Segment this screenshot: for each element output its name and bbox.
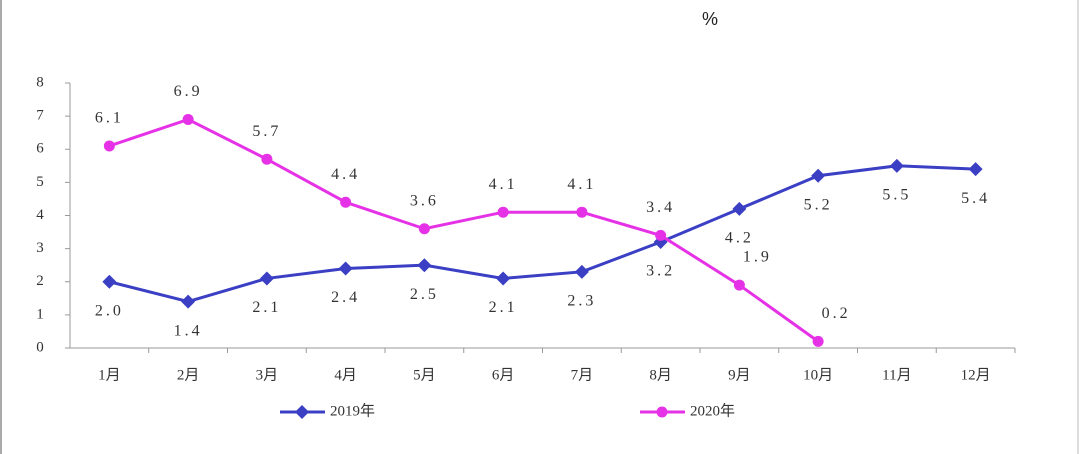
legend-label: 2019年 [330,402,375,419]
point [181,294,196,309]
point [733,279,745,291]
y-tick-label: 1 [36,306,44,322]
data-label: 5.7 [252,123,281,140]
data-label: 1.9 [743,249,772,266]
point [732,201,747,216]
y-tick-label: 3 [36,240,44,256]
data-label: 3.4 [646,199,675,216]
point [103,140,115,152]
point [417,258,432,273]
x-tick-label: 1月 [98,367,121,383]
data-label: 3.2 [646,263,675,280]
point [497,206,509,218]
x-tick-label: 8月 [649,367,672,383]
x-tick-label: 6月 [492,367,515,383]
data-label: 4.2 [725,230,754,247]
y-tick-label: 4 [36,207,44,223]
x-tick-label: 7月 [571,367,594,383]
data-label: 4.1 [567,176,596,193]
point [102,274,117,289]
data-label: 2.3 [567,292,596,309]
data-label: 4.1 [489,176,518,193]
y-tick-label: 6 [36,141,44,157]
point [576,206,588,218]
data-label: 2.1 [489,299,518,316]
x-tick-label: 2月 [177,367,200,383]
point [340,196,352,208]
point [261,153,273,165]
x-tick-label: 5月 [413,367,436,383]
point [338,261,353,276]
data-label: 5.2 [804,196,833,213]
legend-label: 2020年 [690,402,735,419]
point [496,271,511,286]
data-label: 5.4 [961,190,990,207]
y-tick-label: 2 [36,273,44,289]
x-tick-label: 9月 [728,367,751,383]
y-tick-label: 7 [36,108,44,124]
point [182,113,194,125]
data-label: 2.4 [331,289,360,306]
data-label: 2.0 [95,302,124,319]
unit-label: % [702,9,718,29]
series-line [108,117,819,343]
data-label: 2.1 [252,299,281,316]
point [655,229,667,241]
data-label: 6.9 [174,83,203,100]
data-label: 2.5 [410,286,439,303]
y-tick-label: 5 [36,174,44,190]
data-label: 0.2 [822,305,851,322]
data-label: 6.1 [95,110,124,127]
x-tick-label: 12月 [961,367,991,383]
point [259,271,274,286]
point [812,335,824,347]
point [574,264,589,279]
point [418,223,430,235]
x-tick-label: 11月 [882,367,911,383]
data-label: 5.5 [882,186,911,203]
data-label: 3.6 [410,192,439,209]
y-tick-label: 0 [36,339,44,355]
point [656,406,668,418]
x-tick-label: 3月 [256,367,279,383]
series-line [109,164,976,304]
y-tick-label: 8 [36,74,44,90]
point [811,168,826,183]
data-label: 1.4 [174,322,203,339]
point [968,162,983,177]
x-tick-label: 10月 [803,367,833,383]
data-label: 4.4 [331,166,360,183]
point [889,158,904,173]
x-tick-label: 4月 [334,367,357,383]
point [295,405,309,419]
